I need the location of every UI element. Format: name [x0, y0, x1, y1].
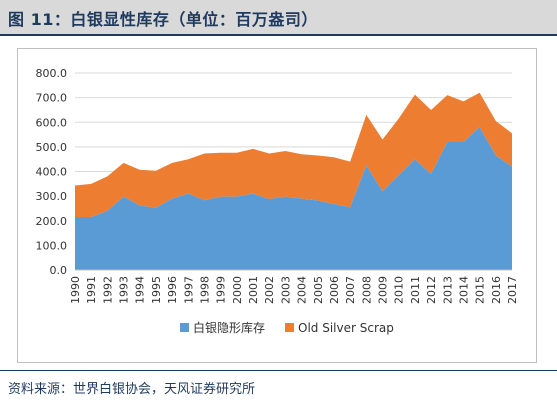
source-note: 资料来源：世界白银协会，天风证券研究所: [8, 382, 256, 397]
x-tick-label: 2009: [377, 276, 390, 304]
y-tick-label: 100.0: [36, 239, 68, 252]
x-tick-label: 2013: [441, 276, 454, 304]
y-tick-label: 600.0: [36, 116, 68, 129]
x-tick-label: 2003: [279, 276, 292, 304]
area-silver-hidden-inventory: [75, 127, 512, 270]
x-tick-label: 2006: [328, 276, 341, 304]
x-tick-label: 2008: [360, 276, 373, 304]
y-tick-label: 0.0: [50, 264, 68, 277]
stacked-area-chart: 0.0 100.0 200.0 300.0 400.0 500.0 600.0 700.0 80…: [36, 67, 520, 335]
x-tick-label: 1994: [134, 276, 147, 304]
y-tick-label: 500.0: [36, 141, 68, 154]
y-tick-label: 400.0: [36, 166, 68, 179]
legend-label: 白银隐形库存: [193, 320, 265, 335]
x-tick-label: 1995: [150, 276, 163, 304]
x-tick-label: 2004: [296, 276, 309, 304]
x-tick-label: 2016: [490, 276, 503, 304]
figure-title-bar: 图 11：白银显性库存（单位：百万盎司）: [0, 0, 557, 34]
x-tick-label: 2000: [231, 276, 244, 304]
x-tick-label: 1998: [198, 276, 211, 304]
x-tick-label: 2001: [247, 276, 260, 304]
y-axis: 0.0 100.0 200.0 300.0 400.0 500.0 600.0 700.0 80…: [36, 67, 68, 277]
x-tick-label: 1997: [182, 276, 195, 304]
y-tick-label: 200.0: [36, 215, 68, 228]
legend-swatch: [285, 323, 295, 332]
y-tick-label: 300.0: [36, 190, 68, 203]
x-tick-label: 2017: [506, 276, 519, 304]
legend: 白银隐形库存 Old Silver Scrap: [180, 320, 394, 335]
x-tick-label: 1990: [69, 276, 82, 304]
figure-title: 图 11：白银显性库存（单位：百万盎司）: [8, 10, 318, 29]
x-tick-label: 2012: [425, 276, 438, 304]
source-divider: [0, 370, 557, 371]
area-series: [75, 92, 512, 270]
x-tick-label: 2011: [409, 276, 422, 304]
area-old-silver-scrap: [75, 92, 512, 218]
x-tick-label: 2014: [457, 276, 470, 304]
x-tick-label: 2015: [474, 276, 487, 304]
x-tick-label: 2002: [263, 276, 276, 304]
x-tick-label: 1993: [118, 276, 131, 304]
y-tick-label: 700.0: [36, 92, 68, 105]
title-underline: [0, 34, 557, 36]
y-tick-label: 800.0: [36, 67, 68, 80]
x-tick-label: 2007: [344, 276, 357, 304]
legend-swatch: [180, 323, 189, 332]
x-tick-label: 2005: [312, 276, 325, 304]
x-tick-label: 1999: [215, 276, 228, 304]
x-axis: 1990 1991 1992 1993 1994 1995 1996 1997 1998 1999…: [69, 269, 519, 304]
x-tick-label: 1992: [101, 276, 114, 304]
x-tick-label: 1991: [85, 276, 98, 304]
legend-label: Old Silver Scrap: [298, 321, 394, 335]
x-tick-label: 2010: [393, 276, 406, 304]
x-tick-label: 1996: [166, 276, 179, 304]
